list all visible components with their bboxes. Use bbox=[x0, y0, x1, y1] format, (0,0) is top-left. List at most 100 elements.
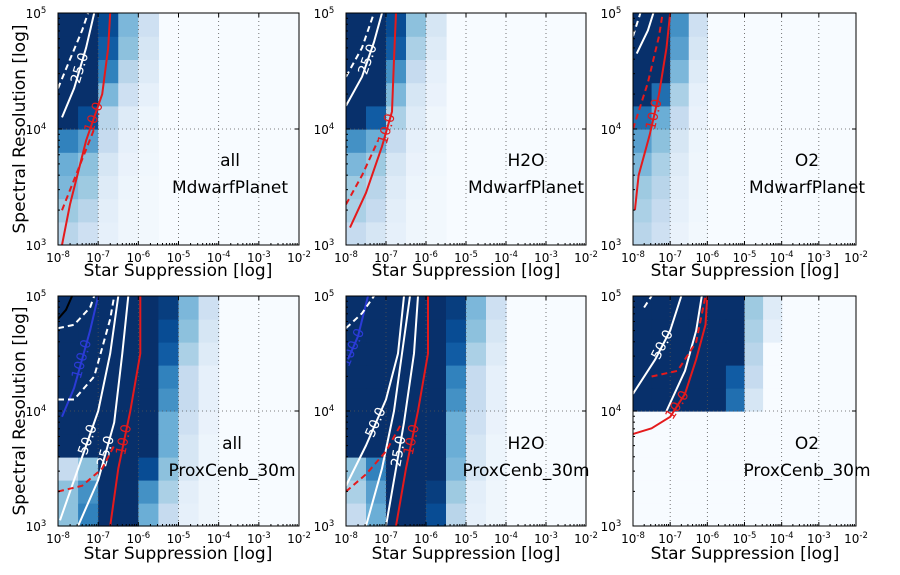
heatmap-cell bbox=[486, 411, 507, 435]
heatmap-cell bbox=[466, 503, 487, 527]
contour-red bbox=[109, 296, 142, 526]
heatmap-cell bbox=[58, 342, 79, 366]
heatmap-cell bbox=[346, 221, 367, 246]
panel-label-line1: all bbox=[220, 151, 240, 171]
heatmap-cell bbox=[58, 105, 79, 130]
contour-white bbox=[635, 13, 655, 55]
heatmap-cell bbox=[633, 59, 653, 84]
heatmap-cell bbox=[346, 152, 367, 176]
heatmap-cell bbox=[346, 365, 367, 389]
x-tick-label: 10-8 bbox=[46, 531, 70, 546]
heatmap-cell bbox=[446, 296, 467, 320]
heatmap-cell bbox=[744, 296, 764, 320]
heatmap-cell bbox=[707, 296, 727, 320]
heatmap-cell bbox=[406, 59, 427, 84]
x-tick-label: 10-3 bbox=[807, 250, 831, 265]
x-tick-label: 10-6 bbox=[126, 250, 150, 265]
heatmap-cell bbox=[178, 319, 200, 343]
heatmap-cell bbox=[688, 175, 708, 200]
x-tick-label: 10-5 bbox=[167, 250, 191, 265]
heatmap-cell bbox=[158, 503, 180, 527]
y-tick-label: 103 bbox=[601, 238, 622, 253]
heatmap-cell bbox=[406, 503, 427, 527]
heatmap-cell bbox=[78, 175, 99, 200]
heatmap-cell bbox=[670, 434, 690, 458]
heatmap-cell bbox=[763, 411, 783, 435]
heatmap-cell bbox=[58, 36, 79, 60]
heatmap-cell bbox=[366, 296, 387, 320]
heatmap-cell bbox=[725, 457, 746, 481]
heatmap-cell bbox=[633, 36, 653, 60]
heatmap-cell bbox=[346, 342, 367, 366]
grid bbox=[58, 13, 299, 245]
heatmap-cell bbox=[198, 388, 220, 412]
heatmap-cell bbox=[446, 457, 467, 481]
heatmap-cell bbox=[426, 319, 447, 343]
panel-label-line2: ProxCenb_30m bbox=[168, 461, 295, 481]
heatmap-cell bbox=[198, 296, 220, 320]
heatmap-cell bbox=[633, 503, 653, 527]
x-tick-label: 10-5 bbox=[454, 250, 478, 265]
heatmap-cell bbox=[366, 319, 387, 343]
heatmap-cell bbox=[725, 411, 746, 435]
heatmap-cell bbox=[688, 36, 708, 60]
heatmap-cell bbox=[763, 457, 783, 481]
xlabel-bottom-3: Star Suppression [log] bbox=[651, 544, 840, 564]
heatmap-cell bbox=[118, 175, 139, 200]
y-tick-label: 103 bbox=[601, 519, 622, 534]
heatmap-cell bbox=[426, 105, 447, 130]
heatmap-cell bbox=[486, 342, 507, 366]
heatmap-cell bbox=[406, 342, 427, 366]
contour-white bbox=[346, 296, 405, 487]
panel-label-line1: H2O bbox=[508, 434, 545, 454]
heatmap-cell bbox=[763, 434, 783, 458]
heatmap-cell bbox=[118, 36, 139, 60]
y-tick-label: 104 bbox=[26, 122, 47, 137]
heatmap-cell bbox=[98, 152, 119, 176]
heatmap-cell bbox=[158, 296, 180, 320]
x-tick-label: 10-5 bbox=[733, 250, 757, 265]
heatmap-cell bbox=[366, 198, 387, 223]
heatmap-cell bbox=[386, 82, 407, 107]
contour-white-dashed bbox=[346, 296, 375, 329]
heatmap-cell bbox=[426, 296, 447, 320]
contour-red bbox=[349, 13, 397, 229]
heatmap-cell bbox=[426, 198, 447, 223]
heatmap-cell bbox=[118, 503, 139, 527]
x-tick-label: 10-5 bbox=[167, 531, 191, 546]
heatmap-cell bbox=[58, 434, 79, 458]
heatmap-cell bbox=[198, 434, 220, 458]
contour-red-dashed bbox=[61, 128, 96, 211]
heatmap-cell bbox=[446, 342, 467, 366]
heatmap-cell bbox=[366, 221, 387, 246]
heatmap-cell bbox=[406, 129, 427, 153]
heatmap-cell bbox=[98, 503, 119, 527]
panel-label-line1: O2 bbox=[795, 151, 819, 171]
heatmap-cell bbox=[466, 388, 487, 412]
heatmap-cell bbox=[670, 411, 690, 435]
heatmap-cell bbox=[138, 342, 160, 366]
y-tick-label: 105 bbox=[26, 289, 47, 304]
heatmap-cell bbox=[158, 434, 180, 458]
heatmap-cell bbox=[446, 503, 467, 527]
x-tick-label: 10-5 bbox=[454, 531, 478, 546]
y-tick-label: 105 bbox=[601, 6, 622, 21]
y-tick-label: 105 bbox=[314, 6, 335, 21]
contour-white-dashed bbox=[58, 13, 90, 89]
y-tick-label: 104 bbox=[26, 404, 47, 419]
panel-label-line2: MdwarfPlanet bbox=[468, 178, 584, 198]
contour-blue bbox=[61, 296, 100, 418]
heatmap-cell bbox=[138, 198, 160, 223]
heatmap-cell bbox=[688, 105, 708, 130]
heatmap-cell bbox=[386, 152, 407, 176]
heatmap-cell bbox=[725, 365, 746, 389]
contour-red bbox=[61, 13, 112, 245]
heatmap-cell bbox=[386, 59, 407, 84]
heatmap-cell bbox=[486, 296, 507, 320]
heatmap-cell bbox=[466, 319, 487, 343]
panel-label-line1: O2 bbox=[795, 434, 819, 454]
heatmap-cell bbox=[466, 296, 487, 320]
heatmap-cell bbox=[688, 152, 708, 176]
xlabel-top-2: Star Suppression [log] bbox=[372, 261, 561, 281]
heatmap-cell bbox=[744, 411, 764, 435]
